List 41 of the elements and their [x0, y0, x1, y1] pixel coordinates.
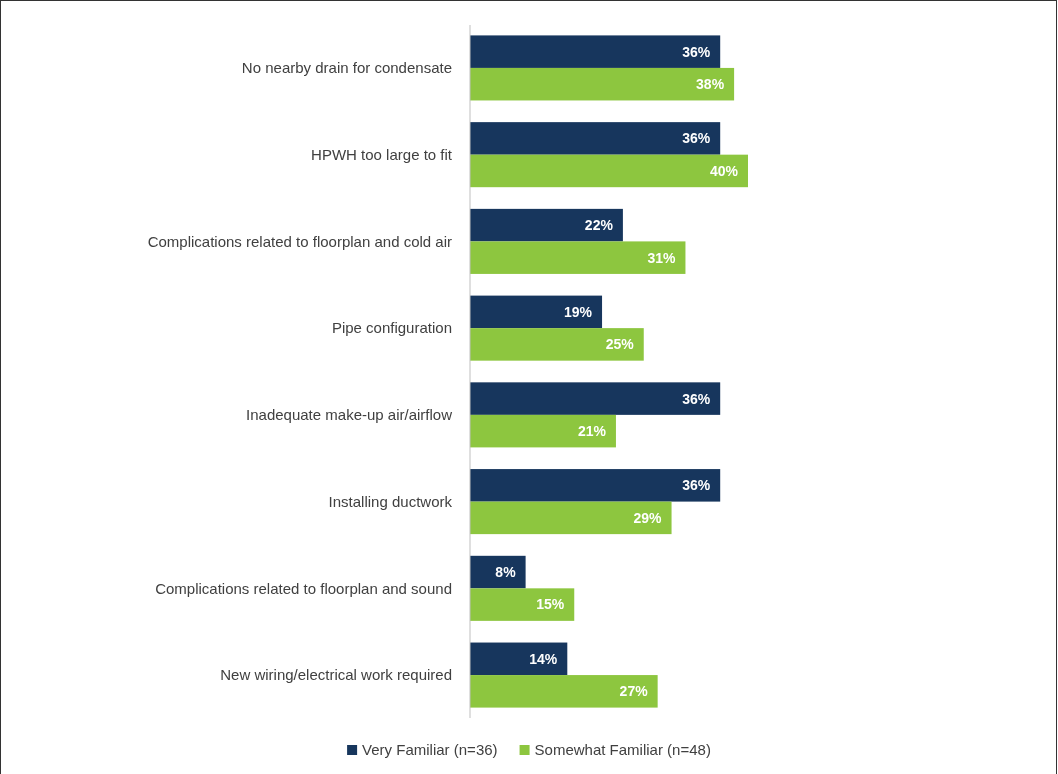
bar [470, 328, 644, 361]
data-label: 36% [682, 390, 711, 407]
bar [470, 241, 686, 274]
y-tick-label: Pipe configuration [331, 319, 452, 337]
y-tick-label: Complications related to floorplan and sound [155, 579, 452, 597]
data-label: 31% [647, 249, 676, 266]
y-tick-label: Installing ductwork [328, 492, 453, 510]
bar [470, 414, 616, 448]
bar [470, 675, 658, 708]
legend-label: Somewhat Familiar (n=48) [534, 741, 711, 759]
data-label: 38% [696, 76, 725, 93]
bar [470, 382, 721, 415]
bar [470, 588, 575, 621]
bar [470, 501, 672, 535]
data-label: 25% [605, 336, 635, 353]
data-label: 36% [682, 130, 711, 147]
bar [470, 642, 568, 676]
data-label: 36% [682, 43, 711, 60]
bar [470, 469, 721, 502]
y-tick-label: HPWH too large to fit [311, 145, 453, 163]
bar [470, 208, 623, 242]
data-label: 27% [619, 683, 649, 700]
data-label: 19% [564, 303, 593, 320]
bar [470, 122, 721, 155]
data-label: 15% [536, 596, 565, 613]
bar [470, 295, 603, 329]
y-tick-label: No nearby drain for condensate [241, 59, 452, 77]
y-tick-label: New wiring/electrical work required [220, 666, 452, 684]
data-label: 36% [682, 477, 711, 494]
data-label: 14% [529, 650, 558, 667]
legend-label: Very Familiar (n=36) [362, 741, 498, 759]
data-label: 22% [584, 217, 614, 234]
data-label: 29% [633, 509, 663, 526]
bar [470, 154, 748, 188]
bar [470, 67, 735, 101]
data-label: 8% [495, 563, 517, 580]
y-tick-label: Inadequate make-up air/airflow [246, 406, 453, 424]
data-label: 21% [577, 423, 607, 440]
bar [470, 35, 721, 68]
data-label: 40% [709, 162, 739, 179]
y-tick-label: Complications related to floorplan and cold air [147, 232, 452, 250]
